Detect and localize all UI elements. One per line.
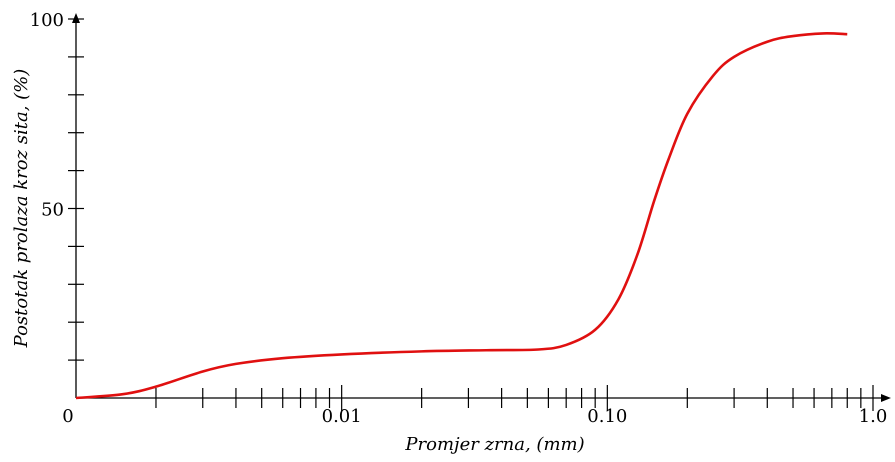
x-axis-arrow <box>881 394 891 402</box>
x-axis-title: Promjer zrna, (mm) <box>404 434 584 455</box>
y-tick-labels: 50 100 <box>30 10 64 221</box>
grading-curve <box>75 32 848 400</box>
y-tick-label: 100 <box>30 10 64 31</box>
x-tick-labels: 0 0.01 0.10 1.0 <box>62 406 887 427</box>
x-tick-label: 0.01 <box>322 406 362 427</box>
x-tick-label: 0.10 <box>587 406 627 427</box>
x-tick-label: 0 <box>62 406 73 427</box>
x-tick-label: 1.0 <box>859 406 888 427</box>
y-axis-title: Postotak prolaza kroz sita, (%) <box>11 69 32 349</box>
y-ticks <box>68 18 84 361</box>
x-ticks <box>155 385 874 411</box>
y-tick-label: 50 <box>41 200 64 221</box>
y-axis-arrow <box>72 13 80 23</box>
